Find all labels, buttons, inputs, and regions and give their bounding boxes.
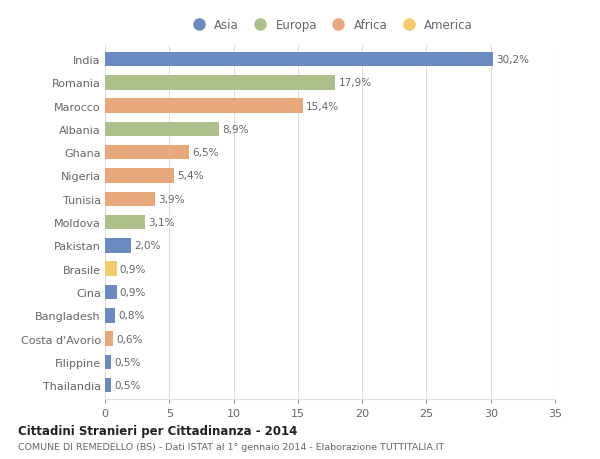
Legend: Asia, Europa, Africa, America: Asia, Europa, Africa, America: [182, 14, 478, 36]
Text: 0,9%: 0,9%: [120, 287, 146, 297]
Text: Cittadini Stranieri per Cittadinanza - 2014: Cittadini Stranieri per Cittadinanza - 2…: [18, 425, 298, 437]
Text: 0,8%: 0,8%: [119, 311, 145, 321]
Bar: [105, 308, 115, 323]
Text: COMUNE DI REMEDELLO (BS) - Dati ISTAT al 1° gennaio 2014 - Elaborazione TUTTITAL: COMUNE DI REMEDELLO (BS) - Dati ISTAT al…: [18, 442, 444, 451]
Text: 3,1%: 3,1%: [148, 218, 175, 228]
Text: 0,5%: 0,5%: [115, 381, 141, 390]
Bar: [105, 215, 145, 230]
Text: 0,6%: 0,6%: [116, 334, 142, 344]
Bar: [105, 192, 155, 207]
Bar: [105, 123, 220, 137]
Text: 2,0%: 2,0%: [134, 241, 160, 251]
Bar: [105, 378, 112, 392]
Text: 0,5%: 0,5%: [115, 357, 141, 367]
Text: 6,5%: 6,5%: [192, 148, 218, 158]
Bar: [105, 262, 116, 276]
Text: 5,4%: 5,4%: [178, 171, 204, 181]
Text: 3,9%: 3,9%: [158, 194, 185, 204]
Bar: [105, 285, 116, 300]
Bar: [105, 76, 335, 90]
Bar: [105, 239, 131, 253]
Text: 30,2%: 30,2%: [497, 55, 530, 65]
Bar: [105, 99, 303, 113]
Text: 0,9%: 0,9%: [120, 264, 146, 274]
Bar: [105, 169, 175, 183]
Text: 15,4%: 15,4%: [306, 101, 340, 112]
Bar: [105, 355, 112, 369]
Text: 17,9%: 17,9%: [338, 78, 371, 88]
Bar: [105, 53, 493, 67]
Text: 8,9%: 8,9%: [223, 124, 249, 134]
Bar: [105, 332, 113, 346]
Bar: [105, 146, 188, 160]
